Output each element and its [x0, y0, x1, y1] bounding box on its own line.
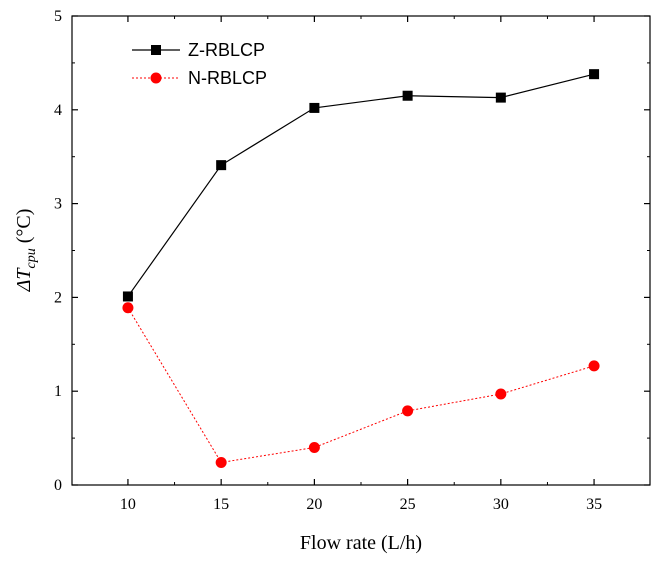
data-point-z-rblcp	[216, 160, 227, 171]
data-point-z-rblcp	[589, 69, 600, 80]
x-tick-label: 20	[306, 496, 322, 513]
x-axis: 10 15 20 25 30 35	[120, 16, 602, 513]
y-axis-title: ΔTcpu (°C)	[13, 209, 39, 293]
data-point-n-rblcp	[308, 441, 320, 453]
x-tick-label: 15	[213, 496, 229, 513]
data-point-z-rblcp	[402, 90, 413, 101]
series-line-z-rblcp	[127, 73, 595, 297]
x-tick-label: 10	[120, 496, 136, 513]
series-layer	[122, 69, 600, 468]
y-axis-title-prefix: ΔT	[13, 267, 35, 293]
legend-marker-z-rblcp	[151, 45, 161, 55]
legend-marker-n-rblcp	[150, 72, 162, 84]
data-point-n-rblcp	[588, 360, 600, 372]
x-tick-label: 35	[586, 496, 602, 513]
y-tick-label: 2	[54, 289, 62, 306]
y-tick-label: 4	[54, 102, 62, 119]
legend: Z-RBLCP N-RBLCP	[132, 40, 267, 88]
legend-label-z-rblcp: Z-RBLCP	[188, 40, 265, 60]
y-tick-label: 5	[54, 8, 62, 25]
y-tick-label: 3	[54, 196, 62, 213]
data-point-n-rblcp	[122, 302, 134, 314]
series-line-n-rblcp	[127, 307, 595, 464]
y-axis: 0 1 2 3 4 5	[54, 8, 650, 494]
legend-label-n-rblcp: N-RBLCP	[188, 68, 267, 88]
data-point-z-rblcp	[122, 291, 133, 302]
data-point-z-rblcp	[495, 92, 506, 103]
x-axis-title: Flow rate (L/h)	[300, 532, 422, 554]
plot-frame	[71, 15, 651, 486]
data-point-z-rblcp	[309, 102, 320, 113]
y-tick-label: 0	[54, 477, 62, 494]
x-tick-label: 30	[493, 496, 509, 513]
data-point-n-rblcp	[215, 456, 227, 468]
data-point-n-rblcp	[402, 405, 414, 417]
y-axis-title-subscript: cpu	[24, 248, 39, 268]
y-axis-title-unit: (°C)	[13, 209, 35, 249]
data-point-n-rblcp	[495, 388, 507, 400]
y-tick-label: 1	[54, 383, 62, 400]
x-tick-label: 25	[400, 496, 416, 513]
